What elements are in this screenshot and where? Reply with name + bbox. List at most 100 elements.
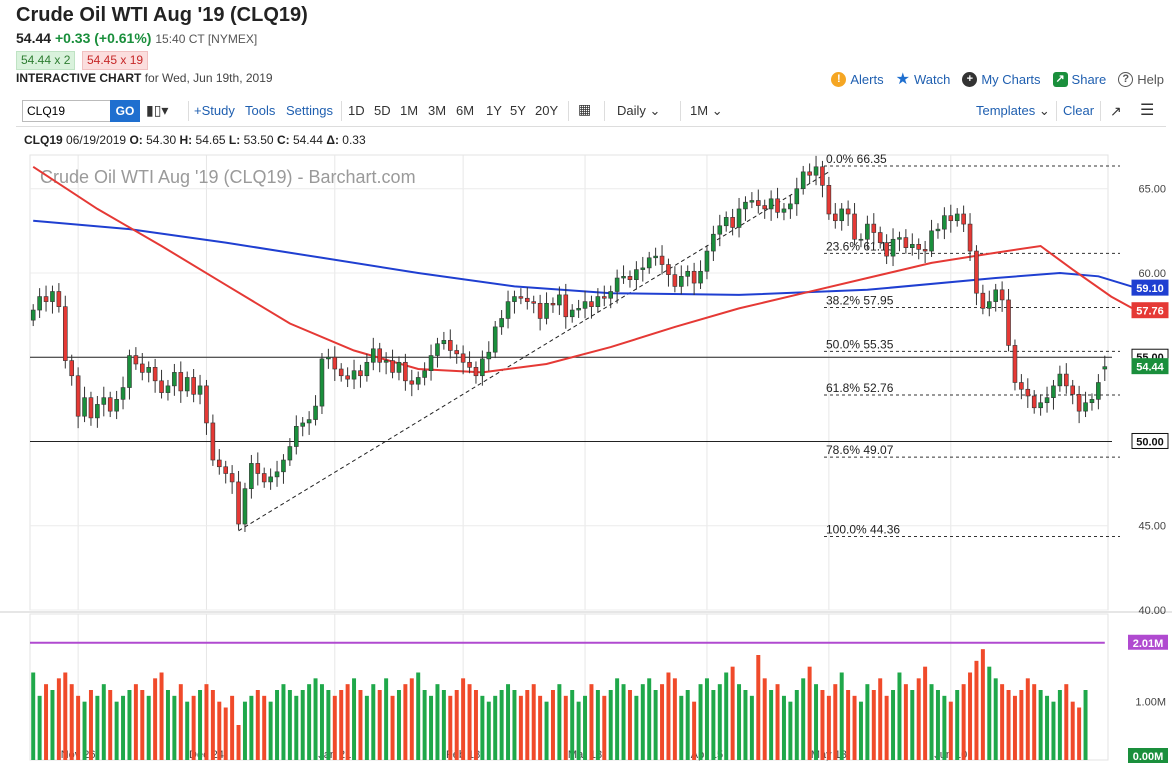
go-button[interactable]: GO	[110, 100, 140, 122]
volume-bar	[839, 672, 844, 760]
volume-bar	[204, 684, 209, 760]
period-select[interactable]: Daily ⌄	[617, 103, 660, 119]
candle-body	[756, 200, 761, 206]
volume-bar	[37, 695, 42, 760]
candle-body	[1051, 385, 1056, 398]
candle-type-icon[interactable]: ▮▯▾	[146, 102, 169, 118]
volume-bar	[801, 678, 806, 760]
candle-body	[268, 476, 273, 483]
quote-line: 54.44 +0.33 (+0.61%) 15:40 CT [NYMEX]	[16, 30, 257, 46]
interval-select[interactable]: 1M ⌄	[690, 103, 723, 119]
volume-bar	[146, 695, 151, 760]
candle-body	[621, 276, 626, 279]
ohlc-symbol: CLQ19	[24, 133, 63, 147]
volume-bar	[1045, 695, 1050, 760]
volume-bar	[557, 684, 562, 760]
volume-bar	[339, 690, 344, 760]
chevron-down-icon: ⌄	[649, 103, 661, 118]
volume-bar	[44, 684, 49, 760]
clear-button[interactable]: Clear	[1063, 103, 1095, 118]
range-20y[interactable]: 20Y	[535, 103, 559, 118]
range-6m[interactable]: 6M	[456, 103, 475, 118]
volume-bar	[602, 695, 607, 760]
chart-watermark: Crude Oil WTI Aug '19 (CLQ19) - Barchart…	[40, 167, 416, 187]
candle-body	[569, 309, 575, 318]
share-button[interactable]: ↗ Share	[1052, 71, 1106, 87]
my-charts-button[interactable]: + My Charts	[962, 71, 1041, 87]
alerts-button[interactable]: ! Alerts	[831, 71, 884, 87]
price-chart[interactable]: Nov 26Dec 24Jan 21Feb 18Mar 18Apr 15May …	[0, 150, 1172, 764]
symbol-input[interactable]	[22, 100, 116, 122]
volume-bar	[987, 666, 992, 760]
ask-badge: 54.45 x 19	[82, 51, 149, 70]
candle-body	[730, 217, 735, 228]
price-tag-label: 57.76	[1136, 306, 1164, 318]
candle-body	[358, 370, 363, 377]
candle-body	[1012, 345, 1018, 383]
volume-bar	[627, 690, 632, 760]
settings-button[interactable]: Settings	[286, 103, 333, 118]
candle-body	[261, 473, 267, 483]
volume-bar	[396, 690, 401, 760]
candle-body	[685, 270, 690, 277]
candle-body	[826, 185, 832, 215]
volume-bar	[660, 684, 665, 760]
menu-icon[interactable]: ☰	[1140, 102, 1155, 119]
candle-body	[178, 372, 184, 392]
candle-body	[954, 213, 960, 222]
range-5d[interactable]: 5D	[374, 103, 391, 118]
range-3m[interactable]: 3M	[428, 103, 447, 118]
expand-icon[interactable]: ↗	[1110, 103, 1122, 119]
range-1d[interactable]: 1D	[348, 103, 365, 118]
candle-body	[114, 399, 119, 412]
volume-bar	[499, 690, 504, 760]
volume-bar	[429, 695, 434, 760]
volume-bar	[1006, 690, 1011, 760]
candle-body	[403, 361, 408, 382]
calendar-icon[interactable]: ▦	[578, 101, 592, 117]
range-1y[interactable]: 1Y	[486, 103, 502, 118]
period-value: Daily	[617, 103, 646, 118]
templates-menu[interactable]: Templates ⌄	[976, 103, 1050, 119]
study-button[interactable]: +Study	[194, 103, 235, 118]
candle-body	[274, 471, 280, 478]
volume-bar	[666, 672, 671, 760]
volume-bar	[56, 678, 61, 760]
volume-bar	[955, 690, 960, 760]
help-button[interactable]: ? Help	[1118, 71, 1164, 87]
volume-bar	[550, 690, 555, 760]
candle-body	[512, 296, 517, 302]
range-5y[interactable]: 5Y	[510, 103, 526, 118]
candle-body	[550, 302, 556, 306]
candle-body	[858, 238, 864, 241]
candle-body	[711, 233, 716, 252]
candle-body	[435, 343, 440, 356]
candle-body	[204, 385, 209, 424]
plus-circle-icon: +	[962, 71, 978, 87]
candle-body	[916, 244, 921, 250]
price-tag-label: 50.00	[1136, 436, 1164, 448]
candle-body	[704, 250, 710, 272]
candle-body	[557, 294, 562, 306]
candle-body	[537, 302, 543, 319]
range-1m[interactable]: 1M	[400, 103, 419, 118]
volume-bar	[762, 678, 767, 760]
volume-bar	[929, 684, 934, 760]
tools-button[interactable]: Tools	[245, 103, 276, 118]
volume-bar	[384, 678, 389, 760]
volume-bar	[903, 684, 908, 760]
candle-body	[338, 368, 344, 377]
volume-bar	[820, 690, 825, 760]
candle-body	[364, 361, 370, 377]
volume-bar	[1051, 701, 1056, 760]
candle-body	[165, 385, 171, 393]
candle-body	[999, 289, 1005, 301]
candle-body	[852, 213, 857, 240]
volume-bar	[685, 690, 690, 760]
watch-label: Watch	[913, 71, 951, 87]
candle-body	[961, 213, 966, 225]
y-tick-label: 45.00	[1138, 521, 1166, 533]
volume-bar	[749, 695, 754, 760]
candle-body	[980, 292, 986, 309]
watch-button[interactable]: ★ Watch	[896, 69, 951, 89]
